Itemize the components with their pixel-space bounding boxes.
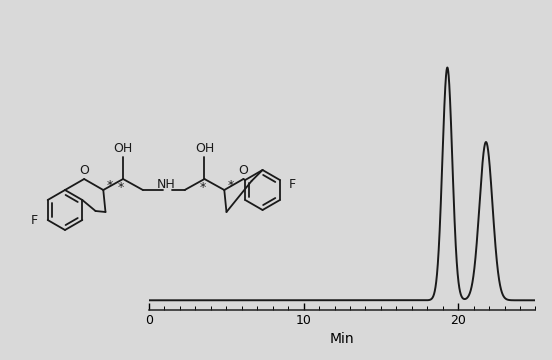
- Text: OH: OH: [195, 143, 214, 156]
- Text: *: *: [228, 180, 235, 193]
- Text: *: *: [107, 180, 113, 193]
- Text: *: *: [199, 180, 205, 194]
- Text: F: F: [30, 213, 38, 226]
- Text: F: F: [289, 179, 296, 192]
- X-axis label: Min: Min: [330, 332, 354, 346]
- Text: O: O: [79, 165, 89, 177]
- Text: *: *: [118, 180, 124, 194]
- Text: O: O: [238, 165, 248, 177]
- Text: OH: OH: [114, 143, 132, 156]
- Text: NH: NH: [156, 179, 175, 192]
